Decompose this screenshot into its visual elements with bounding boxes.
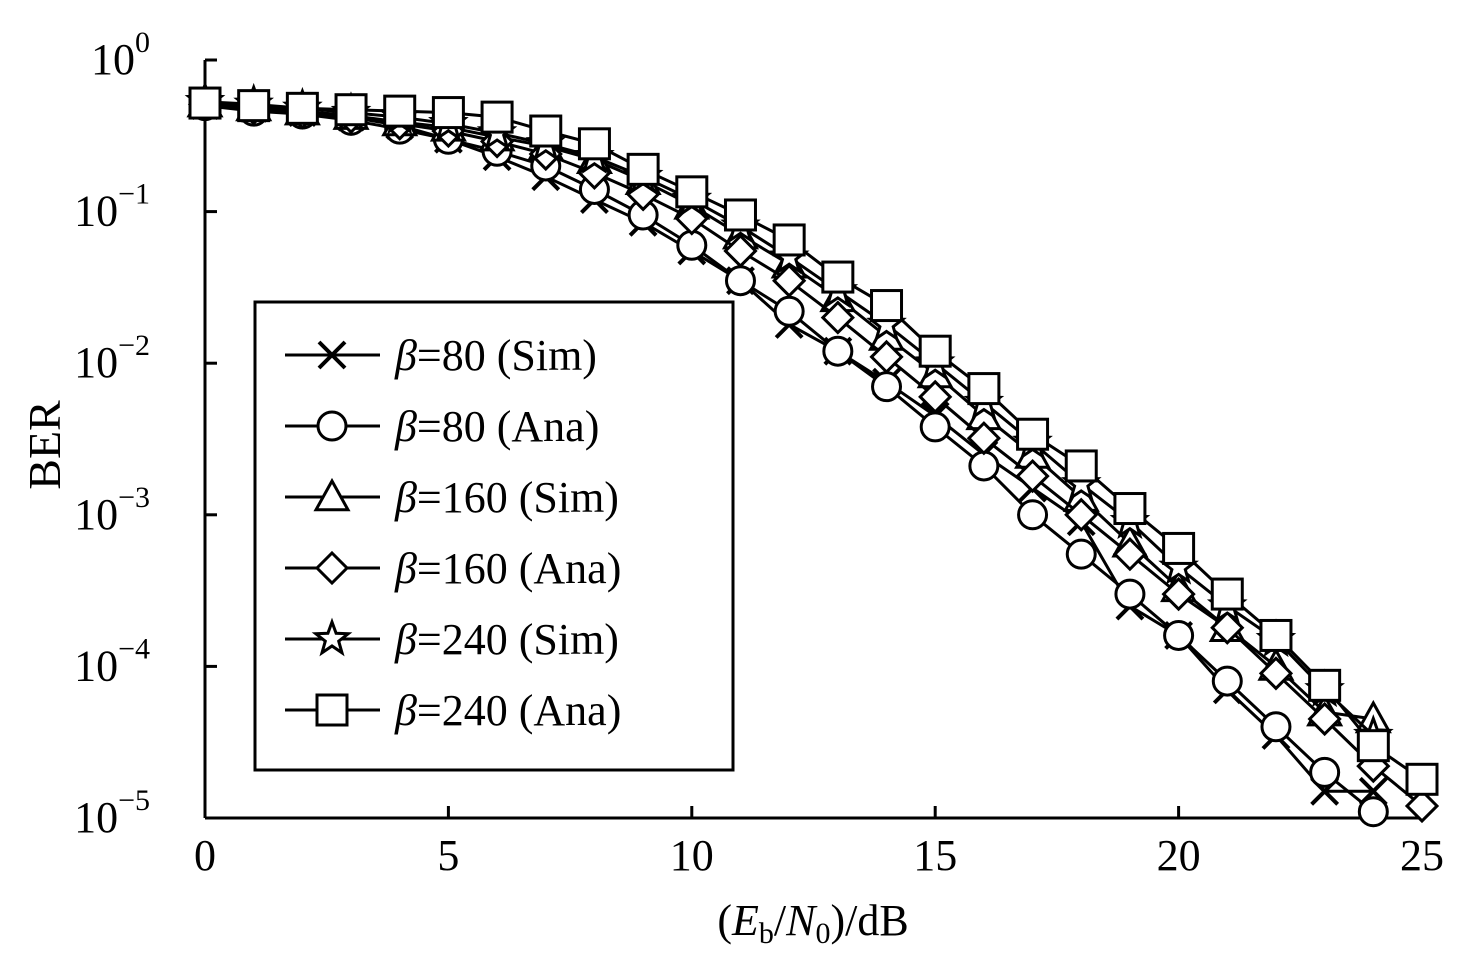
legend-entry: β=80 (Ana) bbox=[285, 402, 599, 451]
data-point-square bbox=[1308, 668, 1342, 702]
series-layer bbox=[184, 80, 1440, 828]
legend-box bbox=[253, 300, 735, 772]
data-point-circle bbox=[724, 265, 756, 297]
legend-marker-circle bbox=[316, 410, 348, 442]
legend-entry: β=240 (Ana) bbox=[285, 686, 621, 735]
data-point-diamond bbox=[1404, 788, 1440, 824]
legend-label: β=160 (Ana) bbox=[394, 544, 621, 593]
data-point-circle bbox=[1260, 711, 1292, 743]
data-point-circle bbox=[1017, 499, 1049, 531]
y-tick-label: 10−1 bbox=[74, 178, 150, 236]
data-point-square bbox=[1356, 729, 1390, 763]
legend-label: β=80 (Ana) bbox=[394, 402, 599, 451]
data-point-circle bbox=[1309, 756, 1341, 788]
data-point-diamond bbox=[1307, 701, 1342, 737]
data-point-diamond bbox=[820, 300, 855, 335]
x-tick-label: 15 bbox=[913, 831, 957, 880]
data-point-diamond bbox=[1210, 610, 1245, 645]
x-tick-label: 25 bbox=[1400, 831, 1444, 880]
x-tick-label: 20 bbox=[1157, 831, 1201, 880]
data-point-diamond bbox=[1161, 576, 1196, 612]
legend-marker-triangle bbox=[313, 477, 351, 512]
data-point-diamond bbox=[723, 233, 758, 269]
y-tick-label: 10−3 bbox=[74, 481, 150, 539]
data-point-square bbox=[1113, 492, 1147, 526]
data-point-diamond bbox=[1064, 497, 1099, 532]
data-point-square bbox=[1162, 531, 1196, 565]
data-point-circle bbox=[1065, 538, 1097, 570]
data-point-square bbox=[1016, 417, 1050, 451]
data-point-circle bbox=[871, 371, 903, 403]
legend-entry: β=80 (Sim) bbox=[285, 331, 597, 380]
legend-marker-star bbox=[311, 617, 353, 657]
data-point-square bbox=[1259, 618, 1293, 652]
legend-marker-square bbox=[315, 693, 349, 727]
data-point-square bbox=[723, 198, 757, 232]
data-point-square bbox=[772, 223, 806, 257]
data-point-circle bbox=[968, 450, 1000, 482]
x-tick-label: 10 bbox=[670, 831, 714, 880]
data-point-square bbox=[1064, 449, 1098, 483]
x-axis-label: (Eb/N0)/dB bbox=[717, 896, 908, 950]
x-tick-label: 0 bbox=[194, 831, 216, 880]
data-point-square bbox=[1210, 577, 1244, 611]
data-point-square bbox=[529, 114, 563, 148]
y-tick-label: 100 bbox=[91, 26, 150, 84]
data-point-square bbox=[967, 372, 1001, 406]
data-point-square bbox=[188, 86, 222, 120]
data-point-square bbox=[870, 289, 904, 323]
data-point-square bbox=[431, 96, 465, 130]
y-axis-label: BER bbox=[19, 400, 70, 490]
legend-label: β=160 (Sim) bbox=[394, 473, 619, 522]
data-point-circle bbox=[1163, 619, 1195, 651]
legend-entry: β=240 (Sim) bbox=[285, 615, 619, 664]
ticks: 0 5 10 15 20 25 100 10−1 10−2 10−3 10−4 10−5 bbox=[74, 26, 1444, 880]
data-point-diamond bbox=[918, 379, 953, 414]
data-point-circle bbox=[1211, 665, 1243, 697]
data-point-square bbox=[577, 127, 611, 161]
data-point-square bbox=[821, 260, 855, 294]
legend-marker-x bbox=[317, 340, 347, 370]
legend-label: β=80 (Sim) bbox=[394, 331, 597, 380]
data-point-square bbox=[480, 100, 514, 134]
data-point-square bbox=[675, 175, 709, 209]
data-point-diamond bbox=[966, 421, 1002, 456]
data-point-diamond bbox=[1112, 537, 1148, 572]
data-point-square bbox=[1405, 762, 1439, 796]
data-point-circle bbox=[1114, 578, 1146, 610]
data-point-diamond bbox=[1258, 656, 1294, 691]
data-point-square bbox=[918, 334, 952, 368]
data-point-square bbox=[383, 94, 417, 128]
y-tick-label: 10−5 bbox=[74, 784, 150, 842]
data-point-circle bbox=[919, 411, 951, 443]
legend: β=80 (Sim) β=80 (Ana) β=160 (Sim) β=160 (An… bbox=[253, 300, 735, 772]
legend-entry: β=160 (Sim) bbox=[285, 473, 619, 522]
legend-label: β=240 (Ana) bbox=[394, 686, 621, 735]
data-point-square bbox=[285, 91, 319, 125]
legend-marker-diamond bbox=[314, 550, 350, 586]
data-point-square bbox=[334, 93, 368, 127]
data-point-circle bbox=[773, 295, 805, 327]
data-point-diamond bbox=[1015, 458, 1050, 494]
axes bbox=[203, 60, 1422, 820]
series-square bbox=[188, 86, 1439, 796]
data-point-square bbox=[237, 89, 271, 123]
data-point-diamond bbox=[869, 339, 904, 375]
x-tick-label: 5 bbox=[437, 831, 459, 880]
y-tick-label: 10−2 bbox=[74, 329, 150, 387]
data-point-diamond bbox=[772, 263, 807, 298]
data-point-circle bbox=[1357, 796, 1389, 828]
legend-label: β=240 (Sim) bbox=[394, 615, 619, 664]
y-tick-label: 10−4 bbox=[74, 632, 150, 690]
legend-entry: β=160 (Ana) bbox=[285, 544, 621, 593]
data-point-circle bbox=[822, 335, 854, 367]
data-point-square bbox=[626, 152, 660, 186]
